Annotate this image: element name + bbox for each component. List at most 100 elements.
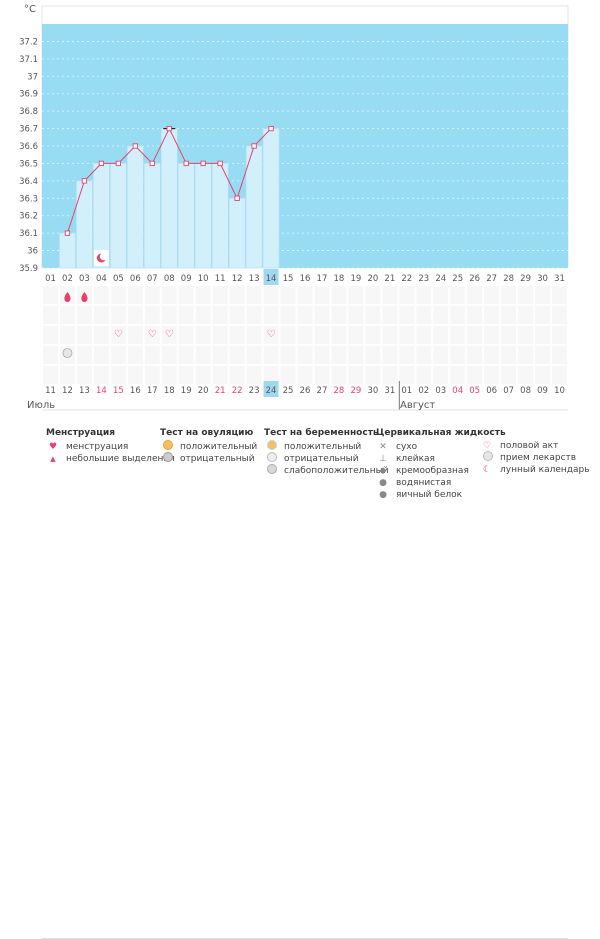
calendar-date-label: 27 — [317, 386, 328, 396]
calendar-date-label: 20 — [198, 386, 209, 396]
x-tick-label: 20 — [367, 274, 378, 284]
x-tick-label: 30 — [537, 274, 548, 284]
x-tick-label: 08 — [164, 274, 175, 284]
legend-ovulation-test: Тест на овуляцию положительный отрицател… — [160, 428, 257, 465]
marker-cell — [399, 366, 415, 384]
marker-cell — [229, 346, 245, 364]
watery-icon: ● — [379, 478, 387, 488]
legend-label: кремообразная — [396, 466, 469, 476]
legend-label: положительный — [180, 442, 258, 452]
calendar-date-label: 06 — [486, 386, 497, 396]
marker-cell — [552, 346, 567, 364]
calendar-date-label: 08 — [520, 386, 531, 396]
moon-icon-cut — [99, 252, 108, 261]
marker-cell — [314, 346, 330, 364]
calendar-dates: 11 12 13 14 15 16 17 18 19 20 21 22 23 24 25 26 27 28 29 30… — [42, 381, 568, 411]
marker-cell — [552, 326, 567, 344]
marker-cell — [501, 366, 517, 384]
calendar-date-label: 03 — [435, 386, 446, 396]
calendar-date-label: 12 — [62, 386, 73, 396]
marker-cell — [93, 306, 109, 324]
temperature-point — [115, 160, 122, 167]
y-unit-label: °C — [24, 4, 36, 15]
temperature-bar — [76, 180, 93, 269]
x-tick-label: 18 — [334, 274, 345, 284]
drop-icon: ♥ — [48, 442, 58, 452]
x-tick-label: 29 — [520, 274, 531, 284]
marker-cell — [297, 286, 313, 304]
y-axis: 37.2 37.1 37 36.9 36.8 36.7 36.6 36.5 36.4 36.3 36… — [19, 37, 38, 274]
marker-cell — [433, 346, 449, 364]
marker-cell — [144, 366, 160, 384]
temperature-bar — [262, 128, 280, 269]
marker-cell — [518, 346, 534, 364]
temperature-bar — [160, 128, 178, 269]
small-drop-icon: ▲ — [50, 455, 56, 463]
marker-cell — [518, 326, 534, 344]
calendar-date-label: 24 — [266, 386, 277, 396]
x-tick-label: 22 — [401, 274, 412, 284]
x-tick-label: 23 — [418, 274, 429, 284]
marker-cell — [127, 366, 143, 384]
legend-label: отрицательный — [284, 454, 359, 464]
calendar-date-label: 28 — [334, 386, 345, 396]
calendar-date-label: 10 — [554, 386, 565, 396]
marker-cell — [501, 326, 517, 344]
marker-cell — [535, 326, 551, 344]
x-tick-label: 13 — [249, 274, 260, 284]
pos-test-icon — [264, 440, 278, 454]
sticky-icon: ⊥ — [379, 454, 387, 464]
marker-cell — [399, 286, 415, 304]
legend-item: положительный — [160, 440, 258, 453]
marker-cell — [263, 366, 279, 384]
marker-cell — [399, 346, 415, 364]
x-tick-label: 11 — [215, 274, 226, 284]
legend-item: ♥ менструация — [46, 441, 175, 453]
legend-cervical-fluid: Цервикальная жидкость ✕ сухо ⊥ клейкая ◆ кр… — [376, 428, 506, 501]
marker-cell — [127, 286, 143, 304]
calendar-date-label: 04 — [452, 386, 463, 396]
y-tick-label: 36.6 — [19, 142, 38, 152]
x-tick-label: 27 — [486, 274, 497, 284]
x-tick-label: 06 — [130, 274, 141, 284]
legend-title-ovulation: Тест на овуляцию — [160, 428, 254, 438]
day-markers: ♡ ♡ ♡ ♡ — [43, 250, 567, 384]
creamy-icon: ◆ — [379, 466, 387, 476]
marker-cell — [161, 286, 177, 304]
today-date-highlight — [263, 381, 279, 397]
moon-icon: ☾ — [482, 465, 492, 475]
marker-cell — [212, 306, 228, 324]
marker-cell — [144, 286, 160, 304]
temperature-bar — [144, 163, 161, 269]
marker-cell — [348, 346, 364, 364]
marker-cell — [195, 366, 211, 384]
legend-item: ● яичный белок — [376, 489, 506, 501]
marker-cell — [314, 306, 330, 324]
month-label-july: Июль — [27, 400, 55, 411]
marker-cell — [212, 286, 228, 304]
y-tick-label: 36.8 — [19, 107, 38, 117]
marker-cell — [43, 326, 58, 344]
legend-label: половой акт — [500, 441, 559, 451]
marker-cell — [433, 366, 449, 384]
marker-cell — [467, 326, 483, 344]
temperature-point — [251, 143, 257, 149]
marker-cell — [467, 286, 483, 304]
x-tick-label: 15 — [283, 274, 294, 284]
temperature-point — [166, 125, 172, 132]
calendar-date-label: 21 — [215, 386, 226, 396]
marker-cell — [110, 346, 126, 364]
marker-cell — [433, 326, 449, 344]
marker-cell — [212, 366, 228, 384]
legend-item: ⊥ клейкая — [376, 453, 506, 465]
marker-cell — [280, 286, 296, 304]
heart-icon: ♡ — [148, 329, 157, 340]
legend-item: ● водянистая — [376, 477, 506, 489]
drop-icon — [64, 292, 71, 302]
x-tick-label: 10 — [198, 274, 209, 284]
legend-pregnancy-test: Тест на беременность положительный отриц… — [264, 428, 389, 477]
marker-cell — [297, 366, 313, 384]
y-tick-label: 37 — [27, 72, 38, 82]
weak-test-icon — [264, 464, 278, 478]
marker-cell — [382, 326, 398, 344]
